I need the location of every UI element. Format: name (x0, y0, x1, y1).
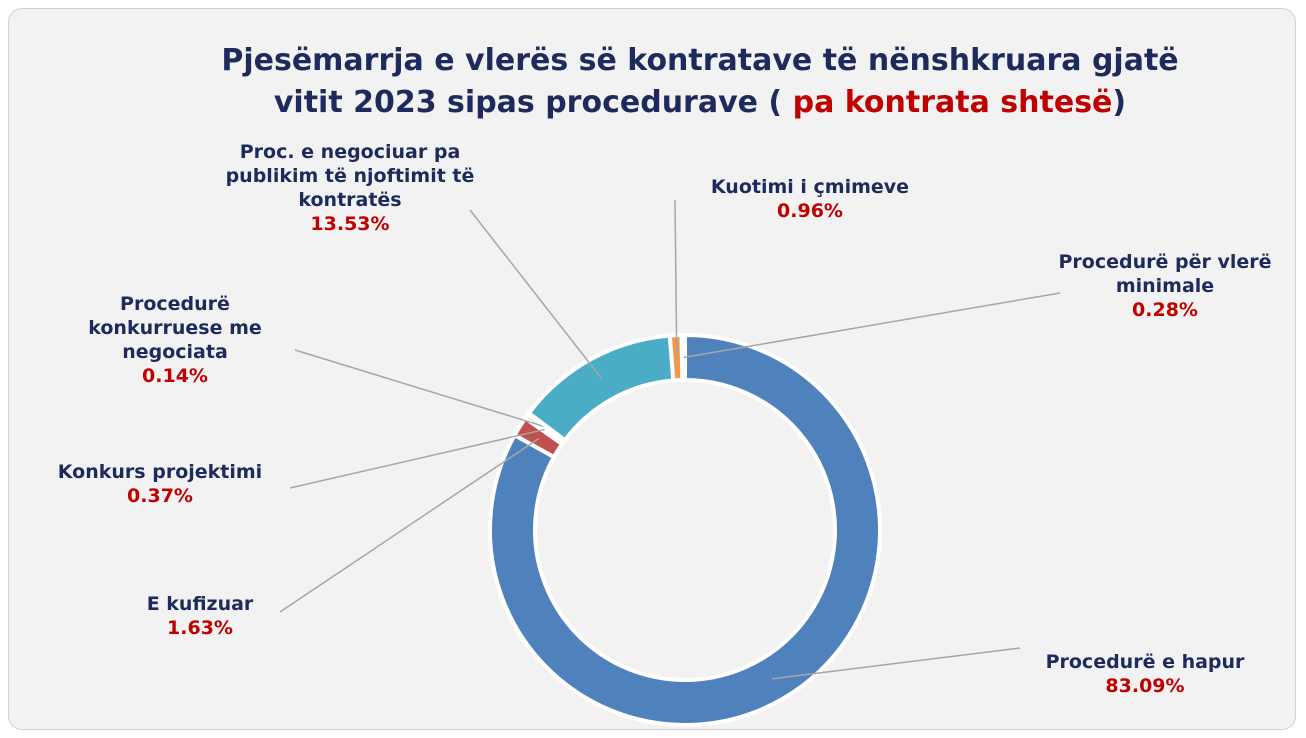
category-label: Procedurë konkurruese me negociata (88, 293, 262, 363)
leader-line (772, 647, 1021, 680)
slice-label: E kufizuar 1.63% (110, 592, 290, 640)
title-line: ) (1112, 85, 1126, 120)
slice-label: Konkurs projektimi 0.37% (20, 460, 300, 508)
category-label: Kuotimi i çmimeve (710, 176, 910, 198)
value-label: 0.14% (142, 365, 208, 387)
leader-line (279, 437, 540, 613)
value-label: 1.63% (167, 617, 233, 639)
slice-label: Proc. e negociuar pa publikim të njoftim… (215, 140, 485, 236)
title-highlight: pa kontrata shtesë (793, 85, 1113, 120)
value-label: 13.53% (310, 213, 390, 235)
slice-label: Procedurë e hapur 83.09% (1020, 650, 1270, 698)
title-line: Pjesëmarrja e vlerës së kontratave të në… (221, 43, 1178, 78)
donut-slice (526, 333, 676, 443)
category-label: Procedurë e hapur (1045, 651, 1245, 673)
chart-title: Pjesëmarrja e vlerës së kontratave të në… (221, 43, 1178, 78)
value-label: 0.28% (1132, 299, 1198, 321)
leader-line (683, 292, 1061, 359)
value-label: 0.96% (777, 200, 843, 222)
slice-label: Kuotimi i çmimeve 0.96% (680, 175, 940, 223)
value-label: 83.09% (1105, 675, 1185, 697)
leader-line (294, 349, 547, 428)
value-label: 0.37% (127, 485, 193, 507)
category-label: E kufizuar (146, 593, 254, 615)
donut-slice (679, 332, 687, 383)
chart-title: vitit 2023 sipas procedurave ( pa kontra… (274, 85, 1126, 120)
leader-line (674, 199, 678, 358)
leader-line (469, 209, 603, 380)
title-line: vitit 2023 sipas procedurave ( (274, 85, 782, 120)
category-label: Proc. e negociuar pa publikim të njoftim… (225, 141, 475, 211)
leader-line (289, 428, 546, 489)
slice-label: Procedurë për vlerë minimale 0.28% (1045, 250, 1285, 322)
category-label: Konkurs projektimi (57, 461, 263, 483)
donut-slice (488, 332, 882, 727)
category-label: Procedurë për vlerë minimale (1058, 251, 1272, 297)
slice-label: Procedurë konkurruese me negociata 0.14% (60, 292, 290, 388)
